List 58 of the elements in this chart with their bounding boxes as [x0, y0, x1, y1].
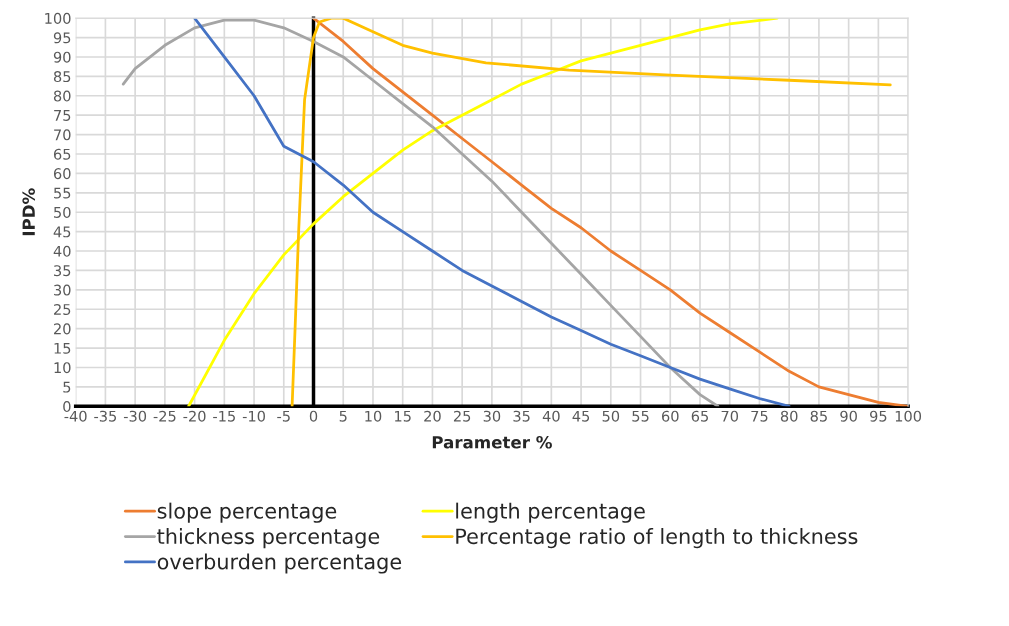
x-tick-label: 70	[721, 410, 739, 422]
x-tick-label: 30	[483, 410, 501, 422]
x-tick-label: 45	[572, 410, 590, 422]
x-tick-label: 65	[691, 410, 708, 422]
x-tick-label: -25	[153, 410, 176, 422]
y-tick-label: 30	[54, 284, 71, 296]
x-axis-title: Parameter %	[432, 435, 552, 449]
x-tick-label: 50	[602, 410, 620, 422]
legend-label: length percentage	[456, 502, 645, 523]
y-tick-label: 70	[54, 129, 71, 141]
y-tick-label: 40	[53, 245, 71, 257]
x-tick-label: 35	[513, 410, 530, 422]
x-tick-label: -20	[183, 410, 206, 422]
x-tick-label: 15	[395, 410, 411, 422]
x-tick-label: 20	[424, 410, 441, 422]
y-tick-label: 55	[54, 187, 71, 199]
legend-label: slope percentage	[157, 502, 337, 523]
y-tick-label: 20	[54, 323, 71, 335]
x-tick-label: -10	[242, 410, 265, 422]
y-axis-title: IPD%	[22, 188, 35, 236]
x-tick-label: 40	[542, 410, 560, 422]
x-tick-label: 90	[840, 410, 857, 422]
x-tick-label: 80	[780, 410, 798, 422]
x-tick-label: -30	[123, 410, 147, 422]
x-tick-label: -40	[64, 410, 87, 422]
x-tick-label: 75	[751, 410, 768, 422]
y-tick-label: 35	[54, 265, 71, 277]
y-tick-label: 0	[63, 400, 71, 413]
x-tick-label: 0	[309, 410, 318, 422]
legend-label: thickness percentage	[157, 528, 380, 549]
y-tick-label: 100	[45, 12, 71, 24]
x-tick-label: 85	[810, 410, 827, 422]
y-tick-label: 25	[54, 303, 71, 315]
x-tick-label: -15	[213, 410, 235, 422]
x-tick-label: 25	[453, 410, 471, 422]
y-tick-label: 45	[53, 226, 71, 238]
y-tick-label: 95	[53, 32, 71, 44]
x-tick-label: 5	[339, 410, 347, 422]
y-tick-label: 60	[53, 168, 71, 180]
legend-label: Percentage ratio of length to thickness	[456, 528, 858, 549]
x-tick-label: 10	[365, 410, 382, 422]
legend-label: overburden percentage	[157, 553, 402, 574]
y-tick-label: 80	[53, 90, 71, 102]
y-tick-label: 75	[54, 110, 71, 121]
x-tick-label: 95	[870, 410, 887, 422]
y-tick-label: 15	[54, 342, 71, 354]
x-tick-label: -5	[277, 410, 290, 422]
x-tick-label: 55	[632, 410, 649, 422]
y-tick-label: 85	[53, 71, 71, 83]
y-tick-label: 65	[53, 148, 71, 160]
line-series	[121, 18, 720, 407]
y-tick-label: 10	[54, 362, 71, 374]
y-tick-label: 5	[63, 381, 71, 393]
y-tick-label: 50	[54, 206, 71, 218]
x-tick-label: -35	[94, 410, 117, 422]
x-tick-label: 100	[895, 410, 922, 422]
y-tick-label: 90	[53, 51, 71, 63]
x-tick-label: 60	[662, 410, 679, 422]
